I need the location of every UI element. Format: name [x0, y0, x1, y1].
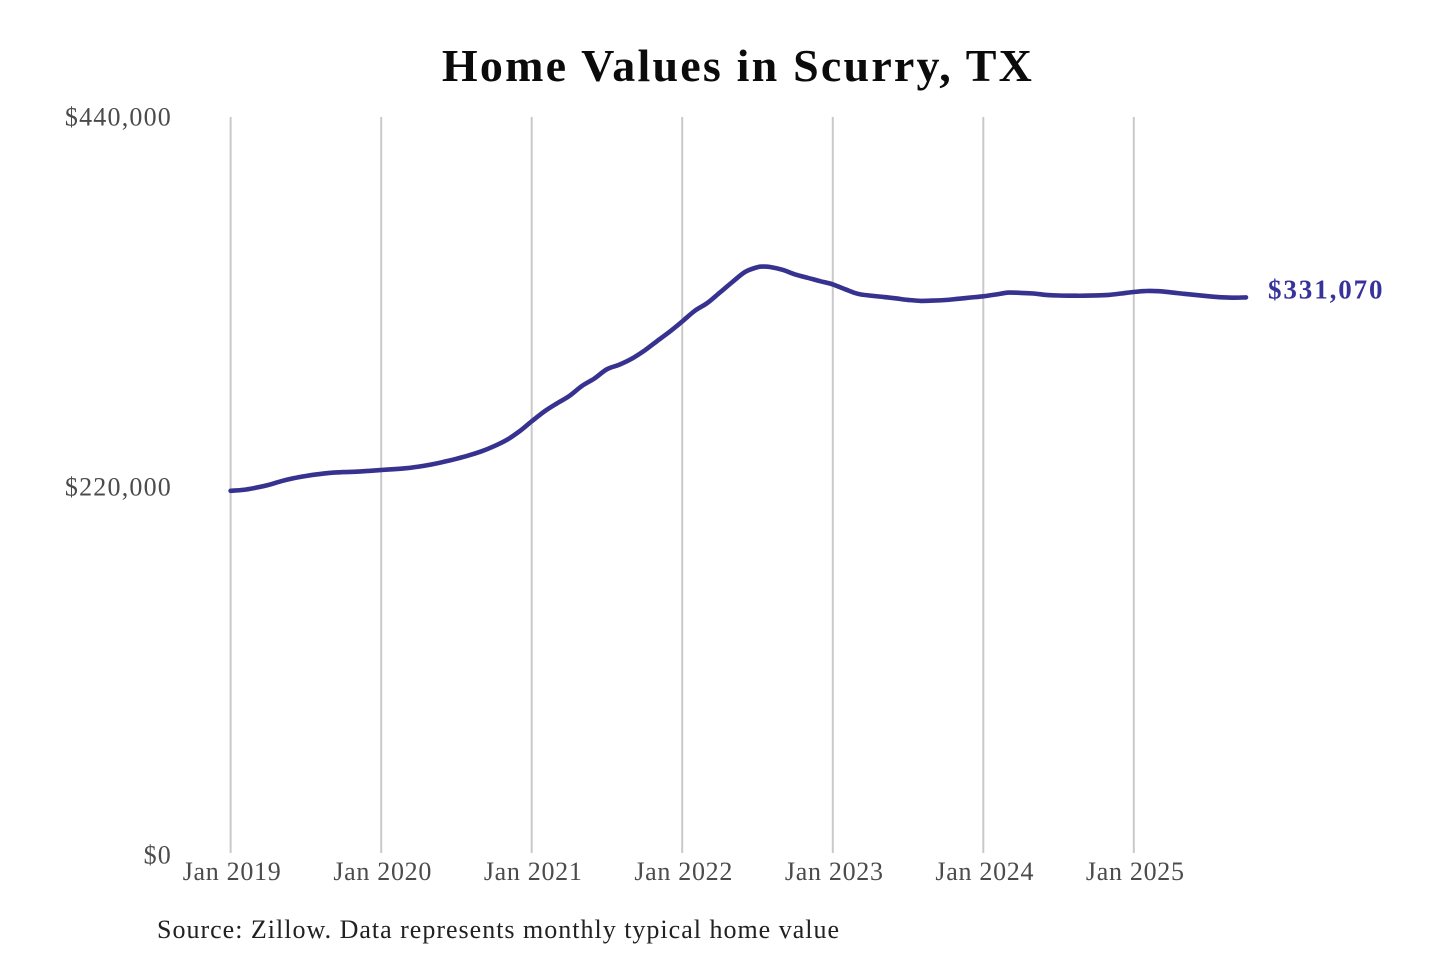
svg-text:$0: $0 [144, 841, 172, 870]
svg-text:Jan 2021: Jan 2021 [484, 857, 583, 886]
svg-text:$220,000: $220,000 [65, 473, 172, 502]
svg-text:Jan 2019: Jan 2019 [183, 857, 282, 886]
svg-text:Jan 2023: Jan 2023 [785, 857, 884, 886]
svg-text:$331,070: $331,070 [1268, 275, 1384, 305]
svg-text:Home Values in Scurry, TX: Home Values in Scurry, TX [442, 40, 1034, 91]
svg-text:Source: Zillow. Data represent: Source: Zillow. Data represents monthly … [157, 915, 840, 944]
svg-text:$440,000: $440,000 [65, 103, 172, 132]
svg-text:Jan 2024: Jan 2024 [935, 857, 1034, 886]
svg-text:Jan 2022: Jan 2022 [634, 857, 733, 886]
svg-text:Jan 2025: Jan 2025 [1086, 857, 1185, 886]
svg-text:Jan 2020: Jan 2020 [333, 857, 432, 886]
